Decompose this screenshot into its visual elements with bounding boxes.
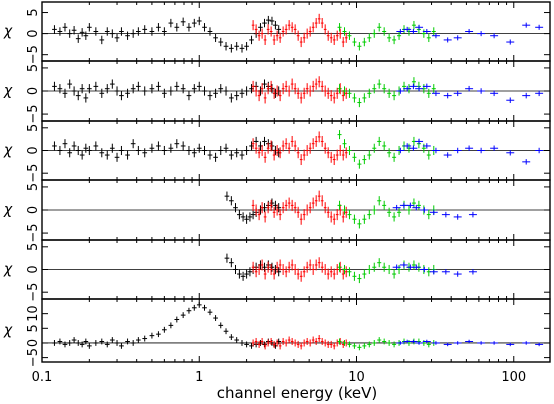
green-series <box>337 20 436 51</box>
y-tick-label: 5 <box>26 183 41 191</box>
y-axis-label: χ <box>3 262 13 278</box>
red-series <box>251 190 348 225</box>
y-tick-label: 0 <box>26 29 41 37</box>
x-tick-label: 100 <box>501 370 526 385</box>
green-series <box>337 196 436 229</box>
blue-series <box>396 83 544 103</box>
red-series <box>251 76 348 104</box>
black-series <box>52 301 282 349</box>
red-series <box>251 335 348 350</box>
green-series <box>337 258 436 284</box>
panel-1: −5 0 5 χ <box>3 1 551 64</box>
y-tick-label: −5 <box>26 104 41 123</box>
y-tick-label: 5 <box>26 64 41 72</box>
y-tick-label: 0 <box>26 146 41 154</box>
blue-series <box>396 22 544 45</box>
y-tick-label: 5 <box>26 324 41 332</box>
black-series <box>224 253 282 281</box>
y-tick-label: −5 <box>26 283 41 302</box>
y-tick-label: 5 <box>26 243 41 251</box>
x-axis: 0.1 1 10 100 <box>32 370 527 385</box>
y-tick-label: −5 <box>26 45 41 64</box>
y-tick-label: 5 <box>26 8 41 16</box>
panel-2: −5 0 5 χ <box>3 60 551 124</box>
panel-frame <box>41 298 551 363</box>
black-series <box>224 191 282 224</box>
panel-4: −5 0 5 χ <box>3 179 551 243</box>
y-axis-label: χ <box>3 202 13 218</box>
black-series <box>52 79 282 103</box>
panel-3: −5 0 5 χ <box>3 120 551 183</box>
panel-5: −5 0 5 χ <box>3 239 551 302</box>
y-axis-label: χ <box>3 24 13 40</box>
y-tick-label: 0 <box>26 206 41 214</box>
black-series <box>52 15 282 53</box>
x-tick-label: 10 <box>348 370 365 385</box>
panel-frame <box>41 1 551 62</box>
y-tick-label: −5 <box>26 348 41 367</box>
green-series <box>337 77 436 108</box>
y-axis-label: χ <box>3 143 13 159</box>
x-tick-label: 0.1 <box>32 370 53 385</box>
panel-6: −50 5 10 χ <box>3 298 551 367</box>
y-tick-label: 0 <box>26 265 41 273</box>
blue-series <box>392 262 477 277</box>
y-tick-label: −5 <box>26 223 41 242</box>
red-series <box>251 131 348 166</box>
blue-series <box>396 339 544 347</box>
red-series <box>251 257 348 282</box>
y-tick-label: 5 <box>26 124 41 132</box>
x-axis-label: channel energy (keV) <box>217 384 378 402</box>
black-series <box>52 136 282 162</box>
y-axis-label: χ <box>3 323 13 339</box>
x-tick-label: 1 <box>195 370 203 385</box>
blue-series <box>396 138 544 165</box>
green-series <box>337 337 436 351</box>
y-tick-label: 10 <box>26 305 41 322</box>
y-tick-label: 0 <box>26 339 41 347</box>
blue-series <box>392 202 477 220</box>
y-tick-label: 0 <box>26 87 41 95</box>
y-axis-label: χ <box>3 83 13 99</box>
red-series <box>251 13 348 48</box>
green-series <box>337 130 436 169</box>
y-tick-label: −5 <box>26 164 41 183</box>
